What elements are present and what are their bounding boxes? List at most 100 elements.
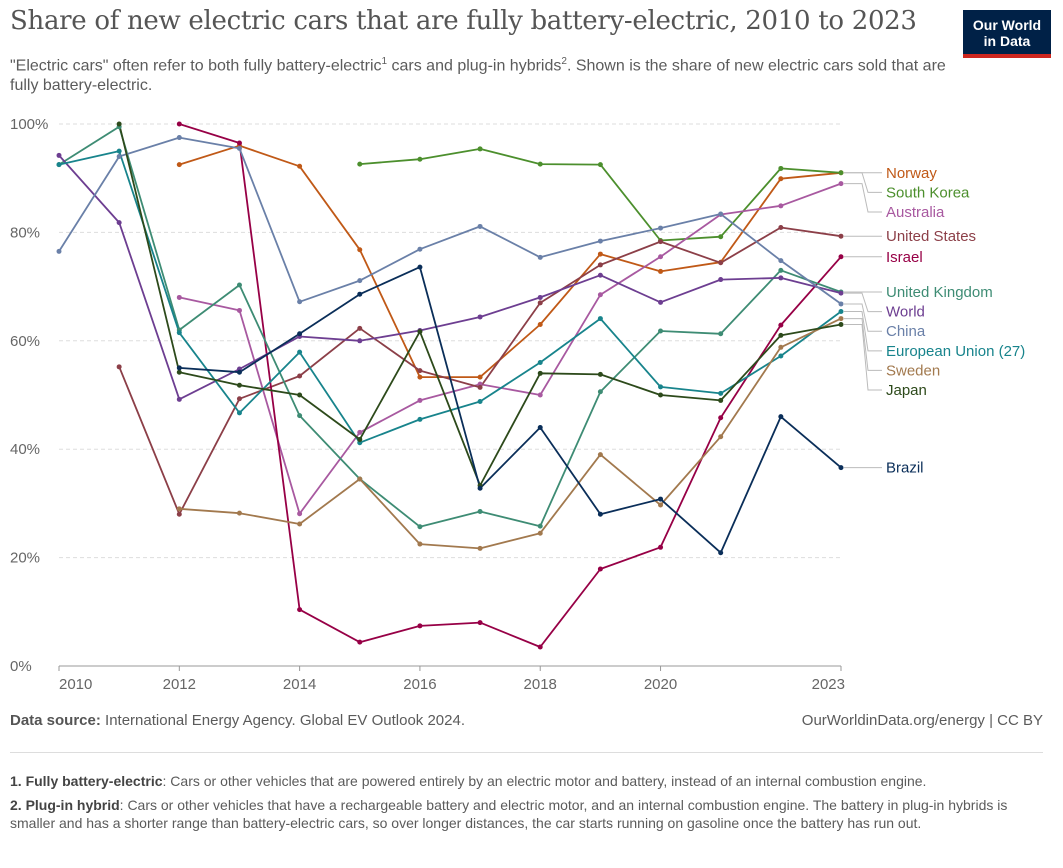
data-point-norway[interactable] <box>537 322 543 328</box>
data-point-united-kingdom[interactable] <box>537 523 543 529</box>
data-point-china[interactable] <box>176 135 182 141</box>
data-point-sweden[interactable] <box>176 506 182 512</box>
series-line-china[interactable] <box>58 136 842 305</box>
data-point-norway[interactable] <box>176 162 182 168</box>
footnote-ref-2[interactable]: 2 <box>561 56 567 67</box>
data-point-european-union-27[interactable] <box>56 162 62 168</box>
data-point-china[interactable] <box>597 238 603 244</box>
data-point-world[interactable] <box>778 275 784 281</box>
data-point-brazil[interactable] <box>236 369 242 375</box>
series-line-norway[interactable] <box>179 144 842 379</box>
data-point-sweden[interactable] <box>597 452 603 458</box>
data-point-brazil[interactable] <box>357 291 363 297</box>
license-link[interactable]: OurWorldinData.org/energy | CC BY <box>801 712 1043 729</box>
data-point-israel[interactable] <box>297 607 303 613</box>
data-point-australia[interactable] <box>236 307 242 313</box>
data-point-world[interactable] <box>56 152 62 158</box>
series-label-world[interactable]: World <box>886 304 925 321</box>
data-point-united-kingdom[interactable] <box>477 509 483 515</box>
data-point-china[interactable] <box>116 154 122 160</box>
data-point-australia[interactable] <box>838 181 844 187</box>
data-point-united-states[interactable] <box>838 233 844 239</box>
data-point-norway[interactable] <box>597 251 603 257</box>
data-point-sweden[interactable] <box>297 521 303 527</box>
data-point-norway[interactable] <box>417 374 423 380</box>
data-point-norway[interactable] <box>477 374 483 380</box>
data-point-european-union-27[interactable] <box>417 416 423 422</box>
data-point-world[interactable] <box>357 338 363 344</box>
data-point-brazil[interactable] <box>597 511 603 517</box>
data-point-european-union-27[interactable] <box>297 349 303 355</box>
series-line-sweden[interactable] <box>179 317 842 550</box>
data-point-european-union-27[interactable] <box>176 330 182 336</box>
data-point-japan[interactable] <box>236 382 242 388</box>
data-point-australia[interactable] <box>176 294 182 300</box>
data-point-united-states[interactable] <box>176 511 182 517</box>
footnote-ref-1[interactable]: 1 <box>381 56 388 67</box>
data-point-japan[interactable] <box>838 322 844 328</box>
data-point-japan[interactable] <box>718 397 724 403</box>
data-point-australia[interactable] <box>417 397 423 403</box>
series-line-israel[interactable] <box>179 123 842 648</box>
data-point-china[interactable] <box>297 299 303 305</box>
series-label-china[interactable]: China <box>886 323 926 340</box>
data-point-brazil[interactable] <box>477 485 483 491</box>
data-point-norway[interactable] <box>297 163 303 169</box>
data-point-world[interactable] <box>838 290 844 296</box>
series-label-united-kingdom[interactable]: United Kingdom <box>886 284 993 301</box>
data-point-china[interactable] <box>357 278 363 284</box>
data-point-world[interactable] <box>537 294 543 300</box>
data-point-china[interactable] <box>236 145 242 151</box>
data-point-world[interactable] <box>658 299 664 305</box>
data-point-south-korea[interactable] <box>838 170 844 176</box>
data-point-european-union-27[interactable] <box>116 148 122 154</box>
data-point-brazil[interactable] <box>778 414 784 420</box>
data-point-united-states[interactable] <box>597 262 603 268</box>
data-point-sweden[interactable] <box>357 476 363 482</box>
data-point-sweden[interactable] <box>417 541 423 547</box>
series-line-japan[interactable] <box>118 123 842 487</box>
series-label-norway[interactable]: Norway <box>886 165 937 182</box>
data-point-brazil[interactable] <box>297 331 303 337</box>
data-point-united-states[interactable] <box>417 368 423 374</box>
data-point-world[interactable] <box>116 220 122 226</box>
data-point-australia[interactable] <box>658 254 664 260</box>
data-point-israel[interactable] <box>838 254 844 260</box>
data-point-european-union-27[interactable] <box>537 359 543 365</box>
series-label-australia[interactable]: Australia <box>886 204 945 221</box>
data-point-israel[interactable] <box>718 415 724 421</box>
data-point-japan[interactable] <box>597 371 603 377</box>
data-point-israel[interactable] <box>176 121 182 127</box>
data-point-world[interactable] <box>718 277 724 283</box>
data-point-united-states[interactable] <box>477 384 483 390</box>
data-point-united-states[interactable] <box>236 396 242 402</box>
data-point-norway[interactable] <box>778 176 784 182</box>
data-point-china[interactable] <box>417 246 423 252</box>
data-point-australia[interactable] <box>778 203 784 209</box>
data-point-sweden[interactable] <box>236 510 242 516</box>
data-point-united-states[interactable] <box>658 239 664 245</box>
data-point-israel[interactable] <box>537 644 543 650</box>
data-point-south-korea[interactable] <box>477 146 483 152</box>
series-label-sweden[interactable]: Sweden <box>886 362 940 379</box>
data-point-united-kingdom[interactable] <box>718 331 724 337</box>
data-point-china[interactable] <box>477 223 483 229</box>
data-point-china[interactable] <box>56 248 62 254</box>
data-point-israel[interactable] <box>357 639 363 645</box>
series-line-european-union-27[interactable] <box>58 150 842 444</box>
series-label-south-korea[interactable]: South Korea <box>886 184 970 201</box>
data-point-united-kingdom[interactable] <box>658 328 664 334</box>
series-label-israel[interactable]: Israel <box>886 249 923 266</box>
data-point-sweden[interactable] <box>838 316 844 322</box>
series-label-united-states[interactable]: United States <box>886 228 976 245</box>
data-point-european-union-27[interactable] <box>838 309 844 315</box>
data-point-united-states[interactable] <box>297 373 303 379</box>
data-point-united-kingdom[interactable] <box>236 282 242 288</box>
data-point-south-korea[interactable] <box>597 162 603 168</box>
data-point-european-union-27[interactable] <box>778 353 784 359</box>
series-line-united-kingdom[interactable] <box>58 125 842 528</box>
data-point-world[interactable] <box>597 272 603 278</box>
data-point-israel[interactable] <box>778 322 784 328</box>
data-point-brazil[interactable] <box>658 496 664 502</box>
data-point-united-states[interactable] <box>116 364 122 370</box>
